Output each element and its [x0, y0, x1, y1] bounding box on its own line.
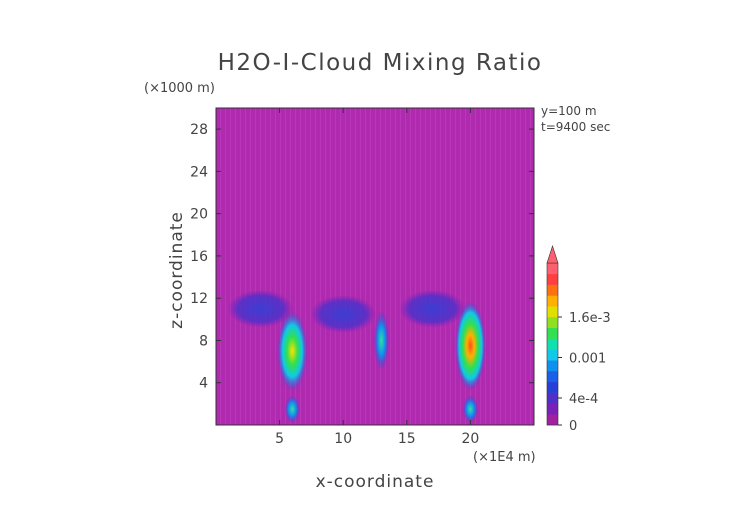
- colorbar-segment: [547, 263, 558, 275]
- x-tick-label: 10: [334, 431, 352, 447]
- y-tick-label: 16: [190, 249, 208, 265]
- chart-title: H2O-I-Cloud Mixing Ratio: [218, 50, 543, 76]
- colorbar-tick-label: 0: [569, 419, 577, 434]
- x-tick-label: 20: [461, 431, 479, 447]
- x-axis-label: x-coordinate: [316, 472, 435, 492]
- plot-frame: [215, 107, 535, 426]
- field-feature-1: [455, 301, 486, 391]
- y-axis-ticks: 4 8 12 16 20 24 28: [190, 122, 534, 392]
- annotation-y: y=100 m: [541, 104, 597, 118]
- colorbar-extend-arrow: [546, 245, 559, 264]
- colorbar-segment: [547, 392, 558, 404]
- colorbar-segment: [547, 338, 558, 350]
- x-axis-ticks: 5 10 15 20: [275, 108, 479, 447]
- colorbar-segment: [547, 360, 558, 372]
- colorbar-segment: [547, 414, 558, 426]
- y-tick-label: 24: [190, 164, 208, 180]
- colorbar-segment: [547, 403, 558, 415]
- field-feature-5: [227, 289, 294, 328]
- field-feature-7: [399, 289, 466, 328]
- y-tick-label: 8: [199, 333, 208, 349]
- y-axis-label: z-coordinate: [167, 211, 187, 329]
- y-tick-label: 4: [199, 376, 208, 392]
- y-axis-unit: (×1000 m): [144, 81, 215, 96]
- y-tick-label: 28: [190, 122, 208, 138]
- field-feature-0: [277, 310, 308, 392]
- plot-area: [215, 107, 535, 426]
- x-tick-label: 5: [275, 431, 284, 447]
- field-feature-3: [284, 395, 300, 423]
- colorbar-segment: [547, 284, 558, 296]
- colorbar-segment: [547, 349, 558, 361]
- field-feature-2: [373, 310, 389, 371]
- annotation-t: t=9400 sec: [541, 120, 610, 134]
- y-tick-label: 20: [190, 207, 208, 223]
- colorbar-segment: [547, 317, 558, 329]
- colorbar-segment: [547, 295, 558, 307]
- colorbar-segment: [547, 381, 558, 393]
- colorbar-tick-label: 1.6e-3: [569, 311, 611, 326]
- field-feature-4: [462, 395, 479, 423]
- colorbar-tick-label: 0.001: [569, 352, 606, 367]
- x-axis-unit: (×1E4 m): [473, 450, 536, 465]
- colorbar-tick-label: 4e-4: [569, 392, 598, 407]
- colorbar-segment: [547, 327, 558, 339]
- field-feature-6: [310, 295, 377, 334]
- colorbar-segment: [547, 306, 558, 318]
- y-tick-label: 12: [190, 291, 208, 307]
- colorbar: 1.6e-3 0.001 4e-4 0: [546, 245, 611, 434]
- colorbar-segment: [547, 273, 558, 285]
- plot-background: [216, 108, 534, 425]
- x-tick-label: 15: [398, 431, 416, 447]
- colorbar-segment: [547, 371, 558, 383]
